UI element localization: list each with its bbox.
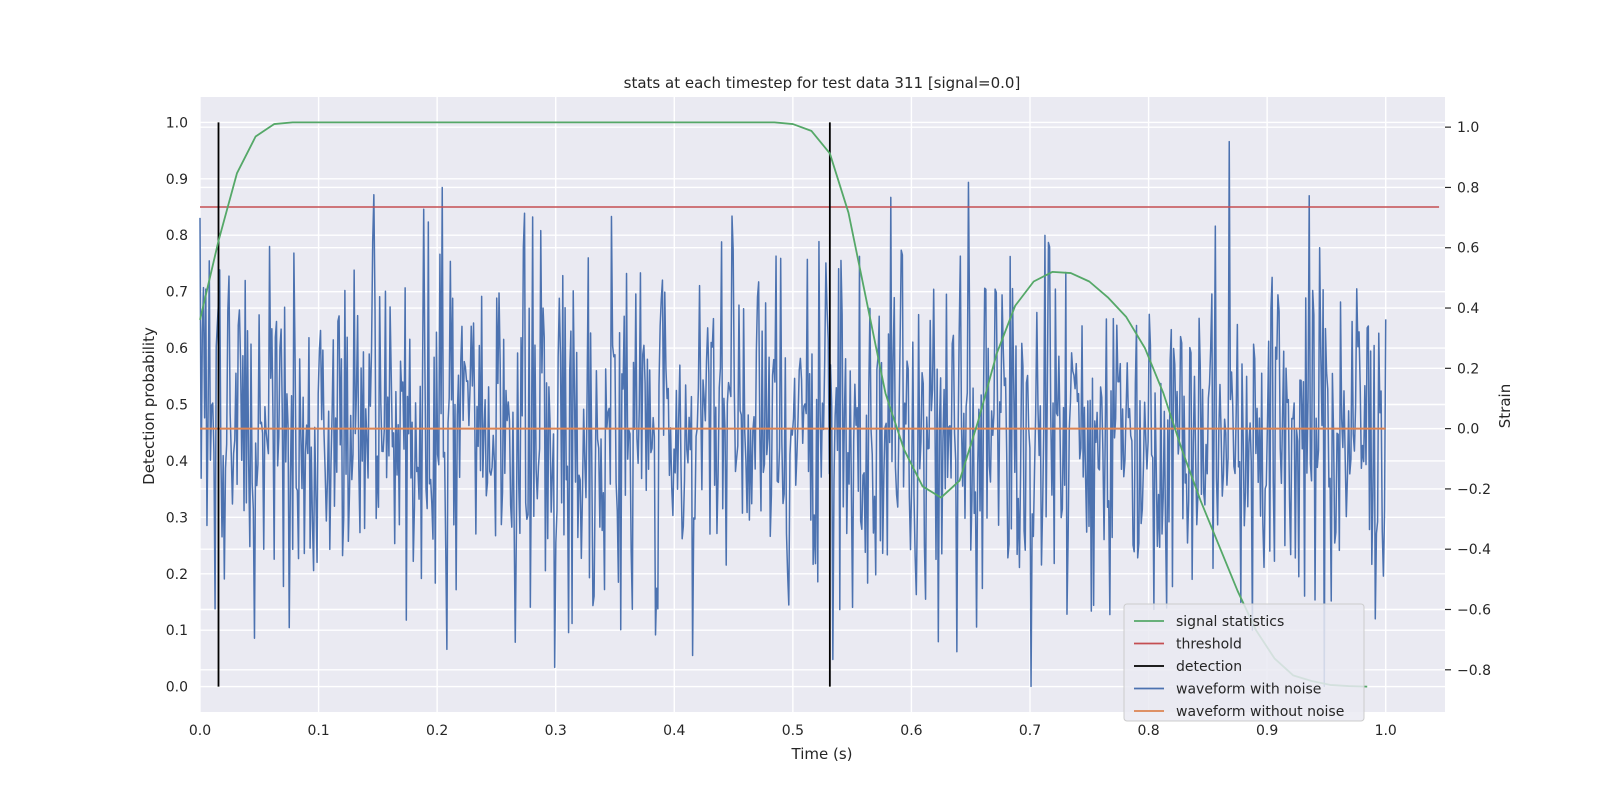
y-tick-label-right: 0.8 [1457,180,1479,196]
y-tick-label-left: 0.6 [166,341,188,357]
y-tick-label-right: −0.4 [1457,542,1491,558]
x-tick-label: 1.0 [1375,723,1397,739]
y-tick-label-right: −0.6 [1457,603,1491,619]
y-tick-label-right: 0.2 [1457,361,1479,377]
series-layer [199,121,1440,688]
x-tick-label: 0.1 [307,723,329,739]
legend-frame [1123,603,1365,722]
x-tick-label: 0.0 [189,723,211,739]
y-tick-label-left: 0.9 [166,172,188,188]
series-waveform-with-noise [199,140,1387,688]
y-tick-label-right: 0.4 [1457,301,1479,317]
legend-label: waveform without noise [1176,704,1344,720]
y-axis-label-right: Strain [1496,384,1514,428]
y-tick-label-left: 0.4 [166,454,188,470]
x-tick-label: 0.3 [545,723,567,739]
y-axis-label-left: Detection probability [140,327,158,485]
x-tick-label: 0.4 [663,723,685,739]
legend-label: threshold [1176,637,1242,653]
y-tick-label-right: 0.6 [1457,241,1479,257]
y-tick-label-left: 0.2 [166,567,188,583]
y-tick-label-right: 0.0 [1457,422,1479,438]
legend-label: detection [1176,659,1242,675]
legend: signal statistics threshold detection wavef… [1123,603,1365,722]
x-tick-label: 0.8 [1137,723,1159,739]
ticks-layer: 0.0 0.1 0.2 0.3 0.4 0.5 0.6 0.7 0.8 0.9 1.0 0.0 0.1 0… [166,115,1491,739]
series-signal-statistics [199,121,1368,688]
x-tick-label: 0.9 [1256,723,1278,739]
y-tick-label-right: −0.8 [1457,663,1491,679]
legend-label: waveform with noise [1176,682,1321,698]
y-tick-label-left: 0.8 [166,228,188,244]
y-tick-label-left: 1.0 [166,115,188,131]
y-tick-label-left: 0.0 [166,680,188,696]
y-tick-label-left: 0.5 [166,398,188,414]
y-tick-label-right: 1.0 [1457,120,1479,136]
x-tick-label: 0.5 [782,723,804,739]
chart-title: stats at each timestep for test data 311… [624,74,1021,92]
y-tick-label-left: 0.3 [166,510,188,526]
x-tick-label: 0.6 [900,723,922,739]
x-tick-label: 0.7 [1019,723,1041,739]
y-tick-label-left: 0.7 [166,285,188,301]
legend-label: signal statistics [1176,614,1284,630]
x-axis-label: Time (s) [791,745,853,763]
y-tick-label-left: 0.1 [166,623,188,639]
x-tick-label: 0.2 [426,723,448,739]
y-tick-label-right: −0.2 [1457,482,1491,498]
